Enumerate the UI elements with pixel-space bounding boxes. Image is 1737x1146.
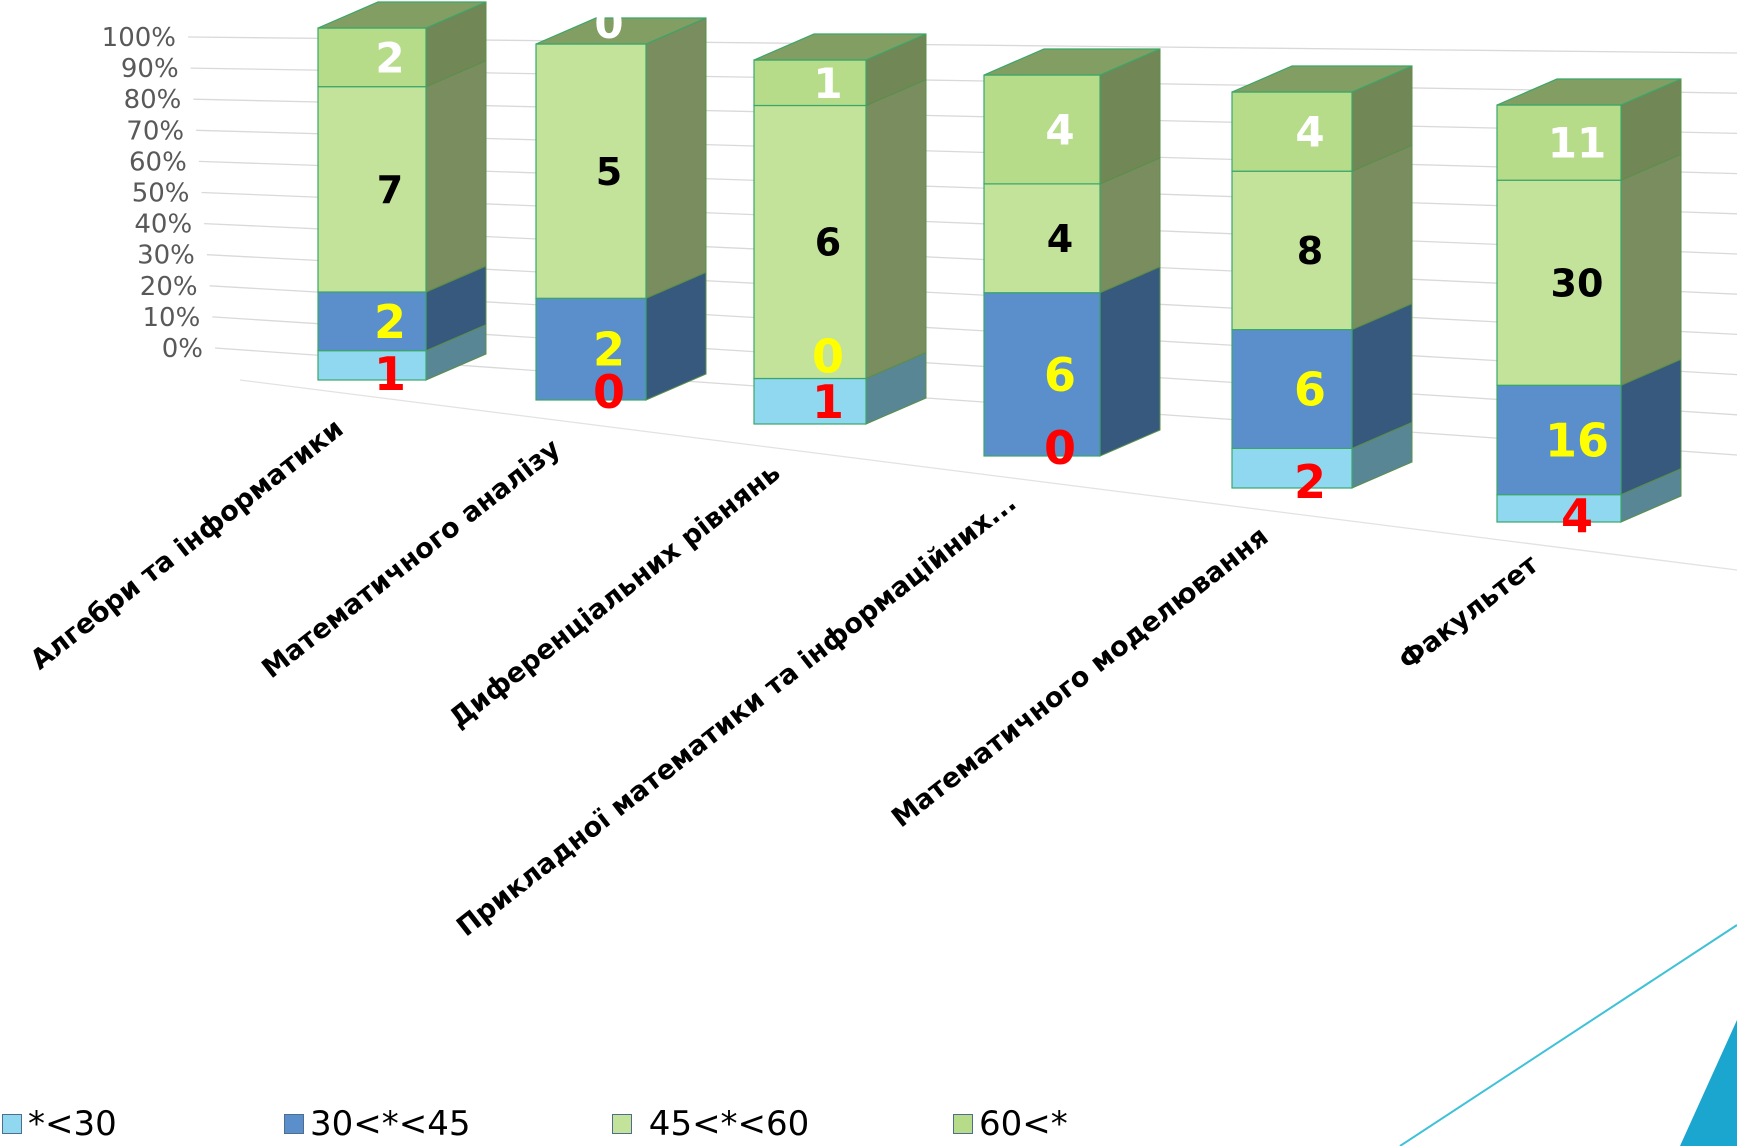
legend-item-30-45: 30<*<45 [284,1104,471,1144]
legend-item-gt60: 60<* [953,1104,1068,1144]
category-label: Факультет [1393,549,1544,677]
bar-segment [1496,104,1622,181]
data-label: 0 [593,365,625,419]
bar-segment [753,377,867,425]
data-label: 6 [1294,363,1326,417]
y-tick-label: 50% [132,179,190,209]
bar-top [1496,78,1682,106]
data-label: 0 [812,330,844,384]
bar-segment [983,183,1101,294]
data-label: 2 [374,295,406,349]
bar-segment [1231,91,1353,172]
gridline [214,347,1737,456]
legend-label: 30<*<45 [310,1104,471,1144]
y-tick-label: 90% [121,54,179,84]
bar-segment [1231,329,1353,450]
bar-segment [317,86,427,293]
y-tick-label: 70% [126,116,184,146]
bar-segment [1231,447,1353,489]
bar-segment-side [1099,265,1161,457]
floor-edge [239,379,1737,571]
bar-segment [1231,170,1353,331]
bar-segment [317,291,427,352]
data-label: 1 [813,59,842,108]
legend-swatch [612,1114,632,1134]
bar-segment-side [865,78,927,380]
bar-top [1231,65,1413,93]
bar-segment [1496,384,1622,496]
data-label: 4 [1295,108,1324,157]
data-label: 5 [596,150,622,194]
legend-item-45-60: 45<*<60 [612,1104,809,1144]
bar-top [535,17,707,45]
bar-segment-side [645,17,707,300]
bar-top [317,1,487,29]
y-tick-label: 0% [162,334,203,364]
bar-segment-side [1620,153,1682,387]
bar-segment-side [425,59,487,293]
category-label: Прикладної математики та інформаційних..… [451,487,1022,943]
bar-segment [983,74,1101,185]
y-tick-label: 30% [137,241,195,271]
bar-segment [535,297,647,401]
slide-decoration [1399,924,1737,1146]
legend-label: 45<*<60 [638,1104,810,1144]
data-label: 11 [1548,119,1606,168]
bar-segment [983,292,1101,457]
y-axis: 0%10%20%30%40%50%60%70%80%90%100% [102,23,203,364]
data-label: 6 [1044,348,1076,402]
y-tick-label: 100% [102,23,176,53]
data-label: 4 [1561,489,1593,543]
bar-segment [535,43,647,299]
legend: *<30 30<*<45 45<*<60 60<* [0,1104,1737,1146]
data-label: 8 [1297,229,1323,273]
legend-label: 60<* [979,1104,1068,1144]
bar-top [983,48,1161,76]
data-label: 30 [1551,261,1604,305]
bar-top [753,33,927,61]
data-label: 6 [815,221,841,265]
bar-segment [753,59,867,107]
y-tick-label: 20% [140,272,198,302]
bar-segment [753,104,867,380]
data-label: 2 [375,33,404,82]
bar-stack: 2 6 8 4 [1231,65,1413,509]
data-label: 1 [374,347,406,401]
bar-segment [317,27,427,88]
legend-item-lt30: *<30 [2,1104,117,1144]
y-tick-label: 40% [134,210,192,240]
data-label: 1 [812,375,844,429]
bar-segment [317,350,427,381]
legend-swatch [2,1114,22,1134]
data-label: 16 [1545,414,1609,468]
data-label: 0 [1044,421,1076,475]
data-label: 7 [377,168,403,212]
data-label: 4 [1047,217,1073,261]
legend-swatch [284,1114,304,1134]
data-label: 4 [1045,106,1074,155]
y-tick-label: 60% [129,147,187,177]
bar-segment [1496,494,1622,523]
legend-label: *<30 [28,1104,117,1144]
bar-stack: 4 16 30 11 [1496,78,1682,543]
legend-swatch [953,1114,973,1134]
y-tick-label: 10% [143,303,201,333]
bar-segment-side [1351,144,1413,331]
bar-segment [1496,179,1622,386]
data-label: 0 [594,0,623,48]
data-label: 2 [593,323,625,377]
bar-stack: 0 6 4 4 [983,48,1161,475]
data-label: 2 [1294,455,1326,509]
y-tick-label: 80% [124,85,182,115]
